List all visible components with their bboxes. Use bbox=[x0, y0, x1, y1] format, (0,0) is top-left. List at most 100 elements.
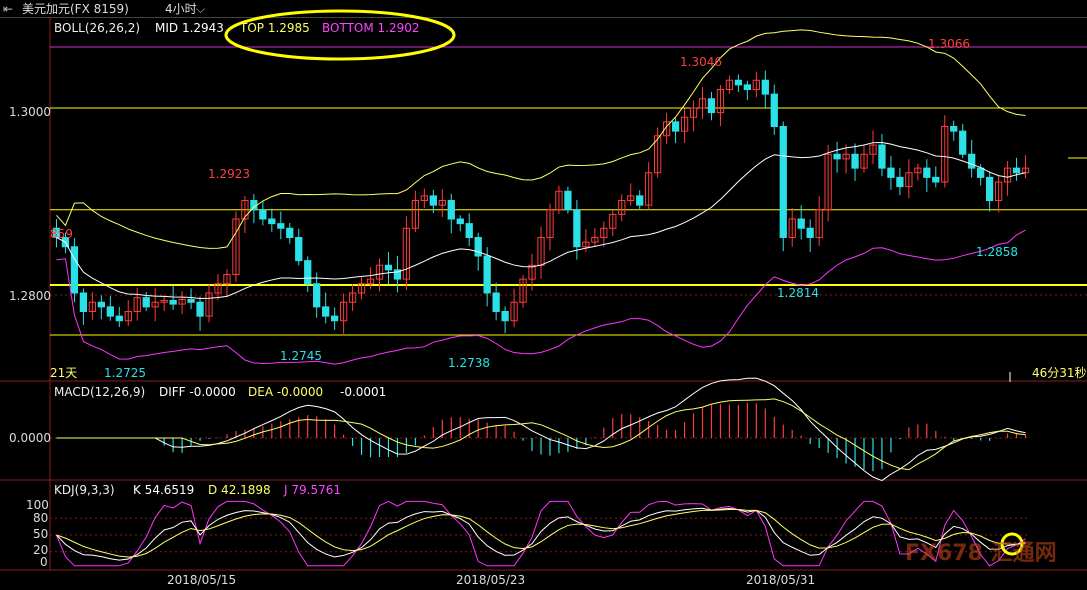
candle-body bbox=[447, 200, 455, 220]
watermark: FX678 汇通网 bbox=[905, 541, 1057, 566]
candle-body bbox=[519, 278, 527, 303]
title-bar bbox=[0, 0, 1087, 18]
macd-value: -0.0001 bbox=[340, 385, 387, 399]
annotation-low-4: 1.2738 bbox=[448, 356, 490, 370]
candle-body bbox=[752, 79, 760, 90]
symbol-title: 美元加元(FX 8159) bbox=[22, 2, 129, 16]
candle-body bbox=[698, 98, 707, 109]
annotation-low-1: 1.2858 bbox=[976, 245, 1018, 259]
left-marker: 859 bbox=[50, 227, 73, 241]
boll-mid: MID 1.2943 bbox=[155, 21, 224, 35]
candle-body bbox=[187, 298, 195, 303]
candle-body bbox=[618, 200, 626, 215]
candle-body bbox=[636, 195, 644, 206]
candle-body bbox=[977, 167, 985, 178]
macd-dea: DEA -0.0000 bbox=[248, 385, 324, 399]
candle-body bbox=[366, 278, 375, 285]
boll-top: TOP 1.2985 bbox=[240, 21, 310, 35]
candle-body bbox=[968, 153, 976, 169]
candle-body bbox=[510, 301, 518, 322]
candle-body bbox=[313, 283, 321, 308]
candle-body bbox=[115, 315, 123, 322]
kdj-j: J 79.5761 bbox=[284, 483, 341, 497]
candle-body bbox=[357, 283, 366, 294]
candle-body bbox=[411, 200, 420, 229]
candle-body bbox=[797, 218, 805, 229]
candle-body bbox=[277, 223, 285, 229]
chevron-down-icon[interactable]: ⌵ bbox=[196, 2, 206, 16]
candle-body bbox=[169, 299, 177, 305]
candle-body bbox=[429, 195, 437, 206]
candle-body bbox=[716, 89, 725, 114]
candle-body bbox=[761, 79, 769, 95]
candle-body bbox=[582, 241, 590, 248]
candle-body bbox=[205, 292, 213, 317]
candle-body bbox=[474, 237, 482, 257]
kdj-k: K 54.6519 bbox=[133, 483, 195, 497]
back-arrow-icon[interactable]: ⇤ bbox=[3, 2, 14, 16]
candle-body bbox=[465, 223, 473, 238]
candle-body bbox=[671, 121, 680, 132]
candle-body bbox=[1003, 167, 1012, 183]
candle-body bbox=[286, 227, 294, 238]
highlight-circle bbox=[1000, 532, 1024, 556]
candle-body bbox=[564, 190, 572, 211]
candle-body bbox=[941, 126, 949, 183]
candle-body bbox=[304, 260, 312, 285]
date-label-2: 2018/05/23 bbox=[456, 573, 526, 587]
candle-body bbox=[779, 126, 787, 238]
candle-body bbox=[985, 176, 994, 201]
candle-body bbox=[824, 153, 832, 211]
candle-body bbox=[743, 84, 752, 90]
candle-body bbox=[689, 107, 698, 118]
candle-body bbox=[384, 264, 393, 271]
candle-body bbox=[492, 292, 500, 312]
candle-body bbox=[241, 200, 249, 220]
candle-body bbox=[330, 315, 339, 322]
countdown: 46分31秒 bbox=[1032, 366, 1087, 380]
candle-body bbox=[106, 306, 114, 317]
macd-label: MACD(12,26,9) bbox=[54, 385, 146, 399]
kdj-d: D 42.1898 bbox=[208, 483, 271, 497]
candle-body bbox=[232, 218, 240, 275]
candle-body bbox=[959, 130, 967, 155]
kdj-tick-50: 50 bbox=[33, 527, 49, 541]
candle-body bbox=[295, 237, 303, 262]
candle-body bbox=[905, 172, 913, 188]
candle-body bbox=[860, 153, 868, 169]
candle-body bbox=[627, 195, 635, 201]
candle-body bbox=[438, 200, 446, 206]
boll-bottom-line bbox=[56, 229, 1026, 365]
macd-dea-line bbox=[56, 398, 1026, 471]
candle-body bbox=[88, 301, 97, 312]
date-label-3: 2018/05/31 bbox=[746, 573, 816, 587]
candle-body bbox=[223, 274, 231, 285]
period-selector[interactable]: 4小时 bbox=[165, 2, 197, 16]
candle-body bbox=[160, 299, 168, 303]
candle-body bbox=[662, 121, 671, 137]
candle-body bbox=[259, 209, 267, 220]
macd-zero-tick: 0.0000 bbox=[9, 431, 51, 445]
candle-body bbox=[501, 311, 509, 322]
candle-body bbox=[770, 93, 778, 127]
kdj-k-line bbox=[56, 507, 1026, 561]
candle-body bbox=[654, 135, 662, 174]
kdj-tick-100: 100 bbox=[26, 498, 49, 512]
candle-body bbox=[268, 218, 276, 225]
candle-body bbox=[214, 283, 222, 294]
boll-label: BOLL(26,26,2) bbox=[54, 21, 141, 35]
candle-body bbox=[555, 190, 563, 211]
candle-body bbox=[178, 298, 186, 305]
candle-body bbox=[994, 181, 1003, 201]
kdj-label: KDJ(9,3,3) bbox=[54, 483, 115, 497]
kdj-d-line bbox=[56, 508, 1026, 558]
candle-body bbox=[806, 227, 814, 238]
annotation-high-2: 1.3066 bbox=[928, 37, 970, 51]
days-label: 21天 bbox=[50, 366, 78, 380]
candle-body bbox=[914, 167, 922, 174]
highlight-ellipse bbox=[224, 9, 456, 61]
kdj-tick-80: 80 bbox=[33, 511, 49, 525]
candle-body bbox=[339, 301, 348, 322]
candle-body bbox=[402, 227, 411, 280]
candle-body bbox=[79, 292, 88, 312]
